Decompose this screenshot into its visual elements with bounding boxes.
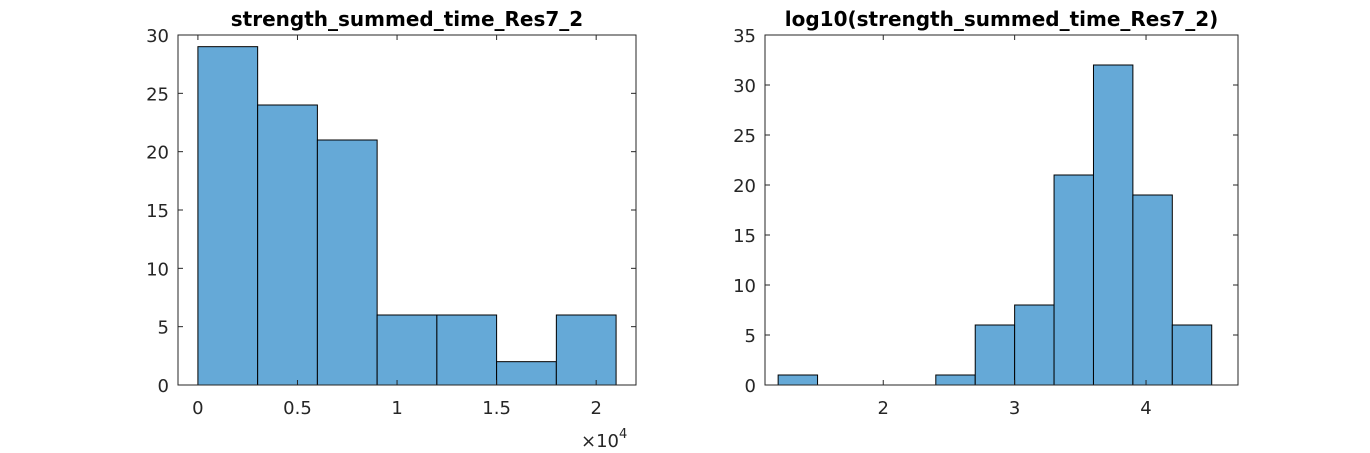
histogram-bar: [1171, 324, 1213, 386]
y-tick-label: 15: [146, 201, 169, 222]
x-tick-label: 1.5: [482, 398, 511, 419]
histogram-bar: [935, 374, 976, 386]
histogram-bar: [197, 46, 259, 386]
histogram-right: 2 3 4 0 5 10 15 20 25 30 35 log10(strength_summed_t…: [733, 7, 1239, 419]
x-tick-label: 4: [1140, 398, 1151, 419]
chart-title: strength_summed_time_Res7_2: [231, 7, 583, 31]
y-tick-label: 5: [158, 318, 169, 339]
y-tick-label: 20: [146, 143, 169, 164]
axes-frame: [764, 34, 1239, 386]
y-tick-label: 25: [146, 84, 169, 105]
y-tick-label: 10: [146, 259, 169, 280]
histogram-bar: [1014, 304, 1055, 386]
histogram-bar: [1132, 194, 1173, 386]
x-tick-label: 1: [391, 398, 402, 419]
y-tick-label: 15: [733, 226, 756, 247]
histogram-bar: [777, 374, 819, 386]
histogram-bar: [376, 314, 438, 386]
y-tick-label: 0: [745, 376, 756, 397]
x-exponent-label: ×104: [581, 427, 627, 452]
histogram-bar: [316, 139, 378, 386]
x-tick-label: 2: [590, 398, 601, 419]
histogram-bar: [555, 314, 617, 386]
histogram-bar: [257, 104, 318, 386]
x-tick-label: 3: [1009, 398, 1020, 419]
y-tick-label: 25: [733, 126, 756, 147]
x-tick-label: 2: [878, 398, 889, 419]
y-tick-label: 30: [146, 26, 169, 47]
histogram-bar: [1053, 174, 1094, 386]
histogram-bar: [1092, 64, 1134, 386]
chart-title: log10(strength_summed_time_Res7_2): [785, 7, 1219, 31]
histogram-bar: [974, 324, 1016, 386]
y-tick-label: 35: [733, 26, 756, 47]
histogram-bar: [496, 361, 557, 386]
y-tick-label: 5: [745, 326, 756, 347]
y-tick-label: 10: [733, 276, 756, 297]
histogram-bar: [436, 314, 498, 386]
x-tick-label: 0: [192, 398, 203, 419]
histogram-left: 0 0.5 1 1.5 2051015202530strength_summed_tim…: [146, 7, 637, 452]
y-tick-label: 0: [158, 376, 169, 397]
y-tick-label: 30: [733, 76, 756, 97]
y-tick-label: 20: [733, 176, 756, 197]
x-tick-label: 0.5: [283, 398, 312, 419]
